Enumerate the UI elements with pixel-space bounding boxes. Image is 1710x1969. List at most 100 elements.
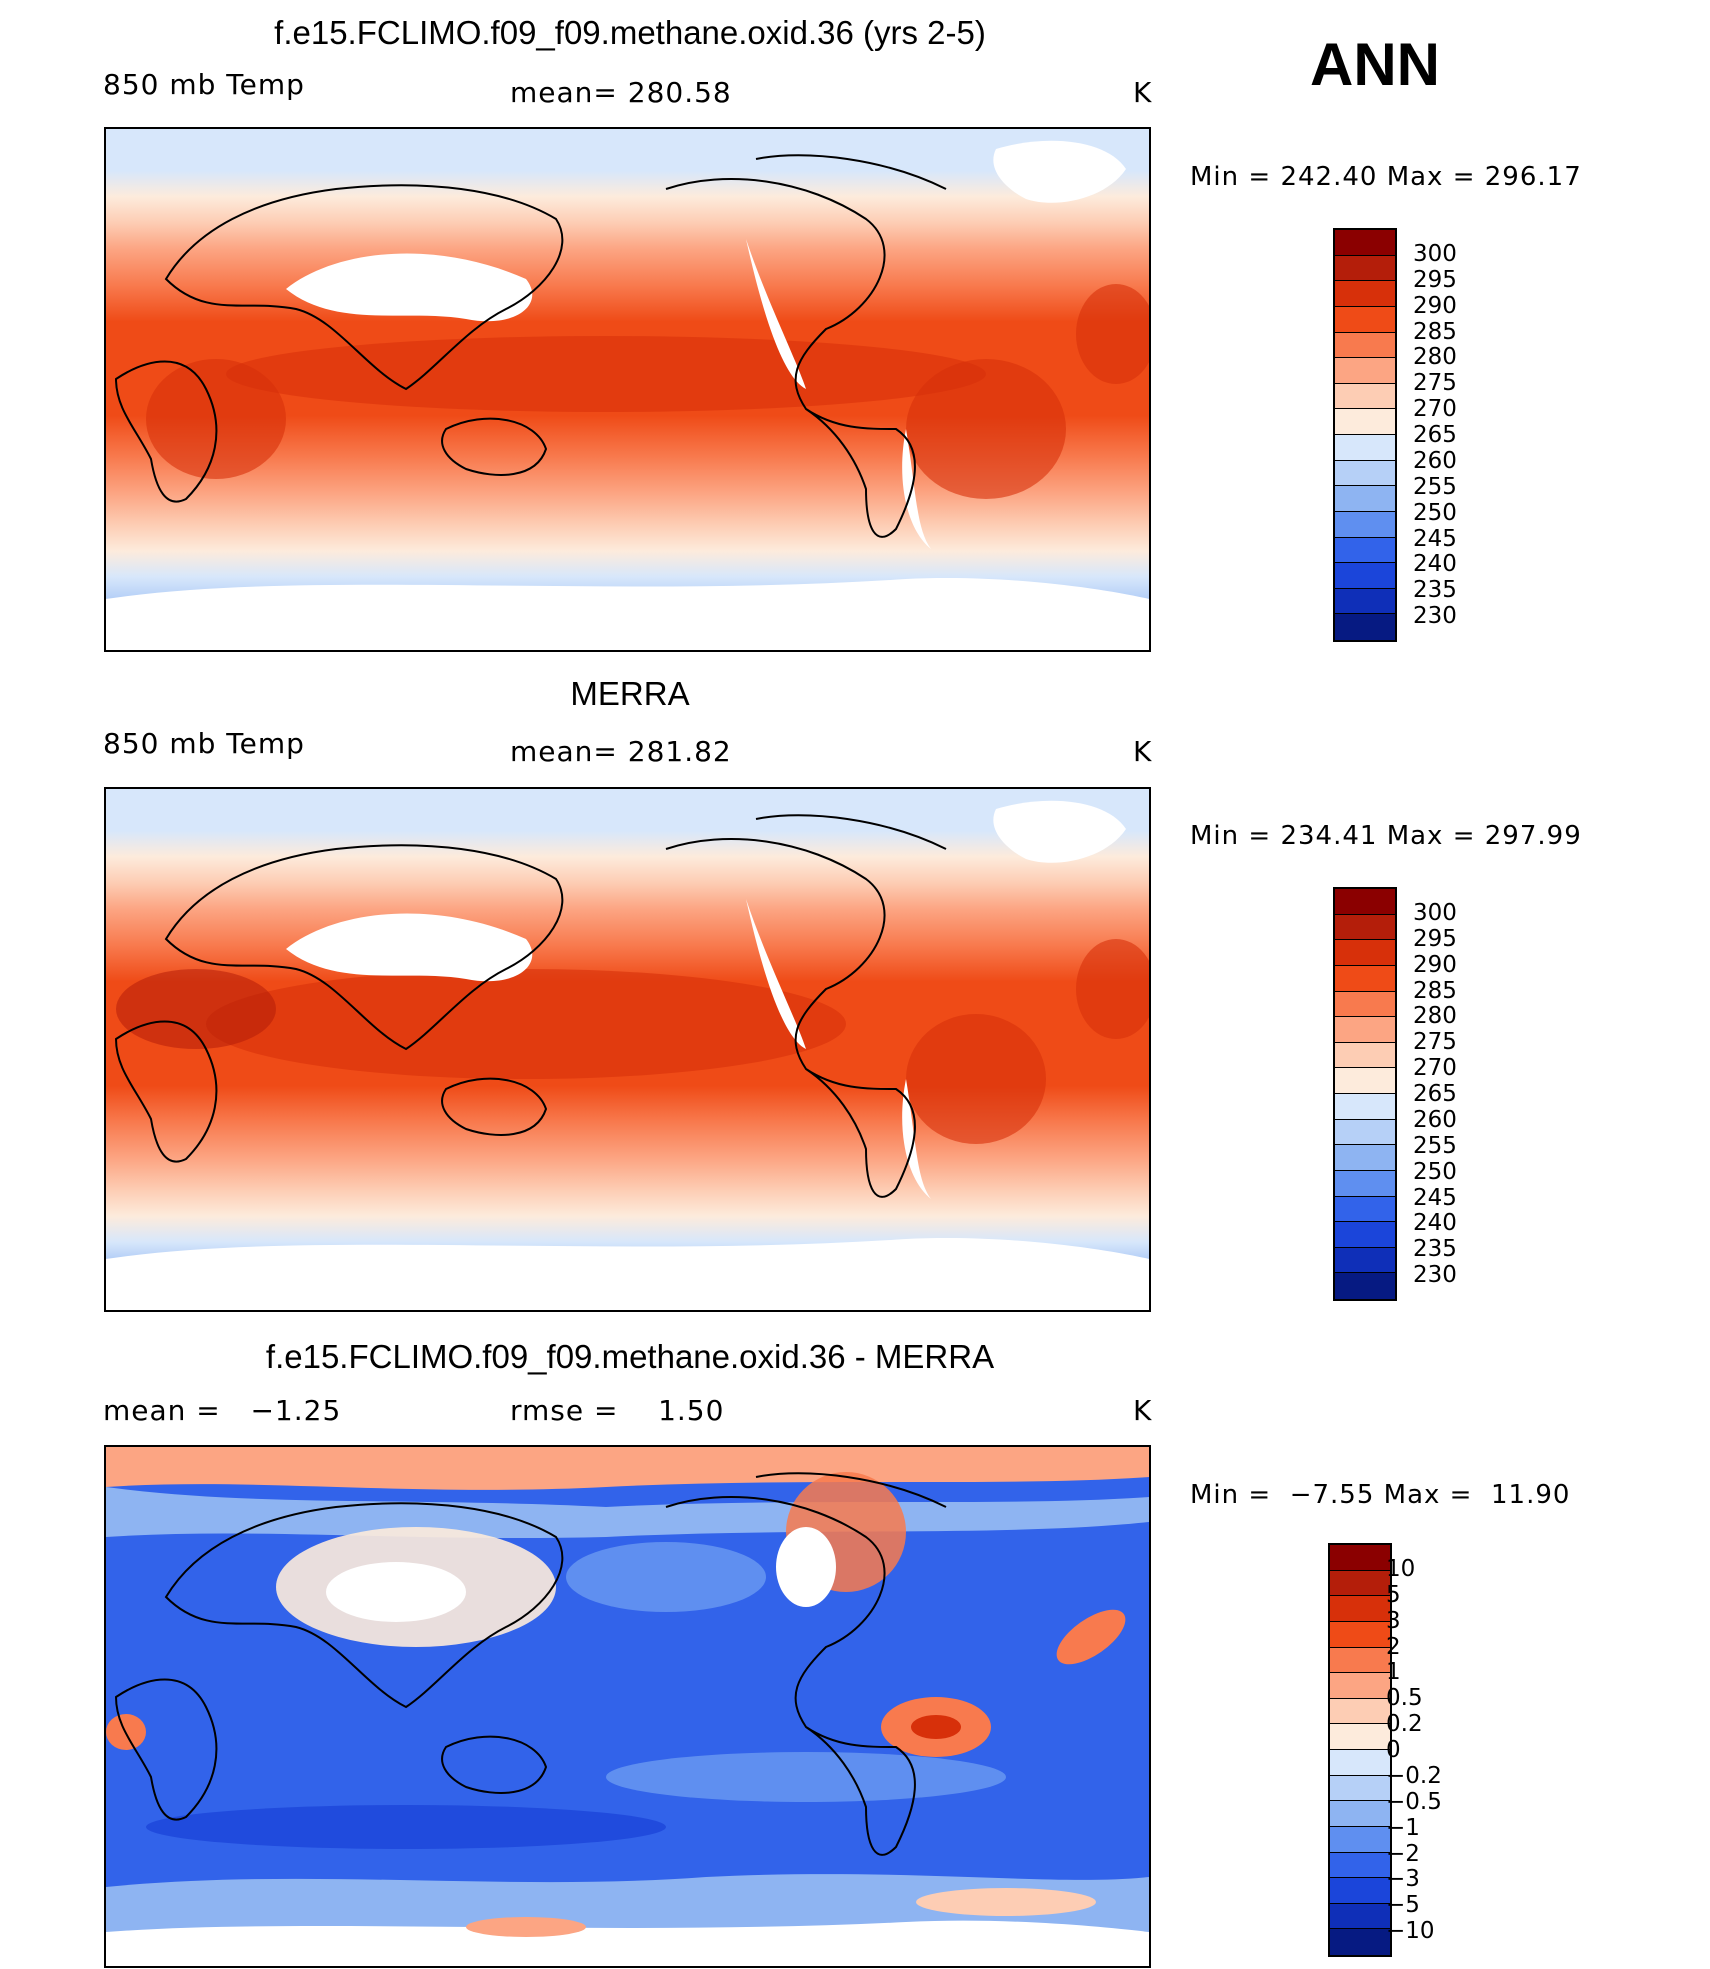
colorbar-swatch xyxy=(1335,1222,1395,1248)
colorbar-tick-label: 245 xyxy=(1413,1184,1457,1211)
panel-1-mean-label: mean= 280.58 xyxy=(510,76,732,109)
colorbar-tick-label: 290 xyxy=(1413,951,1457,978)
colorbar-swatch xyxy=(1335,588,1395,615)
colorbar-tick-label: 260 xyxy=(1413,1106,1457,1133)
colorbar-tick-label: 3 xyxy=(1386,1607,1401,1634)
colorbar-swatch xyxy=(1330,1724,1390,1750)
panel-3-rmse-label: rmse = 1.50 xyxy=(510,1394,725,1427)
colorbar-tick-label: 265 xyxy=(1413,422,1457,448)
colorbar-swatch xyxy=(1330,1621,1390,1648)
colorbar-swatch xyxy=(1335,460,1395,487)
panel-2-greenland-mask xyxy=(993,800,1126,863)
panel-2-variable-label: 850 mb Temp xyxy=(103,727,305,760)
colorbar-tick-label: 290 xyxy=(1413,292,1457,319)
colorbar-tick-label: 270 xyxy=(1413,396,1457,423)
colorbar-tick-label: 250 xyxy=(1413,1158,1457,1185)
season-label: ANN xyxy=(1310,31,1440,98)
colorbar-tick-label: 2 xyxy=(1386,1633,1401,1660)
panel-1-colorbar xyxy=(1333,228,1397,642)
colorbar-tick-label: 230 xyxy=(1413,603,1457,630)
colorbar-swatch xyxy=(1330,1878,1390,1904)
panel-3-units-label: K xyxy=(1133,1394,1153,1427)
colorbar-swatch xyxy=(1335,332,1395,359)
colorbar-tick-label: 260 xyxy=(1413,447,1457,474)
panel-1-variable-label: 850 mb Temp xyxy=(103,68,305,101)
colorbar-tick-label: 5 xyxy=(1386,1581,1401,1608)
colorbar-swatch xyxy=(1335,358,1395,384)
colorbar-tick-label: 275 xyxy=(1413,1029,1457,1056)
colorbar-tick-label: −10 xyxy=(1386,1918,1435,1945)
colorbar-swatch xyxy=(1330,1647,1390,1674)
colorbar-swatch xyxy=(1330,1929,1390,1955)
colorbar-tick-label: 1 xyxy=(1386,1659,1401,1686)
colorbar-tick-label: 275 xyxy=(1413,370,1457,397)
colorbar-swatch xyxy=(1335,940,1395,966)
panel-2-mean-label: mean= 281.82 xyxy=(510,735,732,768)
colorbar-swatch xyxy=(1335,889,1395,915)
panel-1-colorbar-labels: 300 295 290 285 280 275 270 265 260 255 250 245 240 2… xyxy=(1413,228,1533,642)
colorbar-swatch xyxy=(1330,1545,1390,1571)
colorbar-swatch xyxy=(1330,1698,1390,1725)
colorbar-swatch xyxy=(1335,383,1395,410)
panel-2-colorbar-labels: 300 295 290 285 280 275 270 265 260 255 250 245 240 2… xyxy=(1413,887,1533,1301)
colorbar-swatch xyxy=(1330,1903,1390,1930)
colorbar-swatch xyxy=(1335,1119,1395,1146)
panel-3-minmax: Min = −7.55 Max = 11.90 xyxy=(1190,1480,1571,1510)
colorbar-swatch xyxy=(1335,409,1395,435)
colorbar-tick-label: 285 xyxy=(1413,318,1457,345)
colorbar-swatch xyxy=(1335,1145,1395,1171)
panel-3-title: f.e15.FCLIMO.f09_f09.methane.oxid.36 - M… xyxy=(265,1338,995,1375)
panel-2-minmax: Min = 234.41 Max = 297.99 xyxy=(1190,821,1582,851)
colorbar-tick-label: 10 xyxy=(1386,1555,1416,1582)
colorbar-swatch xyxy=(1335,1273,1395,1299)
colorbar-tick-label: 240 xyxy=(1413,1210,1457,1237)
panel-2-antarctica-mask xyxy=(106,1238,1149,1310)
panel-3-atlantic-positive xyxy=(1056,1609,1126,1665)
colorbar-tick-label: 230 xyxy=(1413,1262,1457,1289)
panel-3-colorbar-labels: 10 5 3 2 1 0.5 0.2 0 −0.2 −0.5 −1 −2 −3 −5 −10 xyxy=(1386,1543,1536,1957)
panel-1-coastlines xyxy=(114,154,947,538)
colorbar-swatch xyxy=(1335,435,1395,461)
panel-1-antarctica-mask xyxy=(106,578,1149,650)
colorbar-swatch xyxy=(1330,1570,1390,1597)
colorbar-swatch xyxy=(1335,1042,1395,1069)
colorbar-swatch xyxy=(1335,255,1395,282)
colorbar-tick-label: 0.2 xyxy=(1386,1711,1423,1738)
colorbar-tick-label: 0.5 xyxy=(1386,1685,1423,1712)
colorbar-tick-label: 0 xyxy=(1386,1737,1401,1763)
colorbar-tick-label: −1 xyxy=(1386,1814,1420,1841)
colorbar-tick-label: 245 xyxy=(1413,525,1457,552)
colorbar-swatch xyxy=(1330,1673,1390,1699)
colorbar-swatch xyxy=(1335,1170,1395,1197)
panel-2-colorbar xyxy=(1333,887,1397,1301)
colorbar-tick-label: 300 xyxy=(1413,240,1457,267)
colorbar-swatch xyxy=(1330,1852,1390,1879)
colorbar-swatch xyxy=(1330,1801,1390,1827)
colorbar-swatch xyxy=(1335,1247,1395,1274)
panel-1-tibet-mask xyxy=(286,253,533,322)
colorbar-tick-label: 250 xyxy=(1413,499,1457,526)
colorbar-tick-label: 265 xyxy=(1413,1081,1457,1107)
colorbar-swatch xyxy=(1335,991,1395,1018)
colorbar-swatch xyxy=(1335,306,1395,333)
panel-2-title: MERRA xyxy=(570,675,690,712)
panel-2-tibet-mask xyxy=(286,913,533,982)
colorbar-tick-label: 295 xyxy=(1413,266,1457,293)
colorbar-swatch xyxy=(1335,1017,1395,1043)
panel-3-map xyxy=(104,1445,1151,1968)
colorbar-swatch xyxy=(1335,1068,1395,1094)
panel-3-mean-label: mean = −1.25 xyxy=(103,1394,342,1427)
panel-2-units-label: K xyxy=(1133,735,1153,768)
panel-1-warm-pool xyxy=(226,336,986,412)
colorbar-tick-label: 240 xyxy=(1413,551,1457,578)
colorbar-swatch xyxy=(1335,511,1395,538)
colorbar-swatch xyxy=(1335,614,1395,640)
colorbar-tick-label: −0.5 xyxy=(1386,1788,1442,1815)
colorbar-swatch xyxy=(1330,1826,1390,1853)
colorbar-tick-label: 270 xyxy=(1413,1055,1457,1082)
colorbar-tick-label: 285 xyxy=(1413,977,1457,1004)
panel-1-minmax: Min = 242.40 Max = 296.17 xyxy=(1190,162,1582,192)
colorbar-tick-label: 255 xyxy=(1413,1132,1457,1159)
colorbar-swatch xyxy=(1335,486,1395,512)
colorbar-swatch xyxy=(1335,1094,1395,1120)
